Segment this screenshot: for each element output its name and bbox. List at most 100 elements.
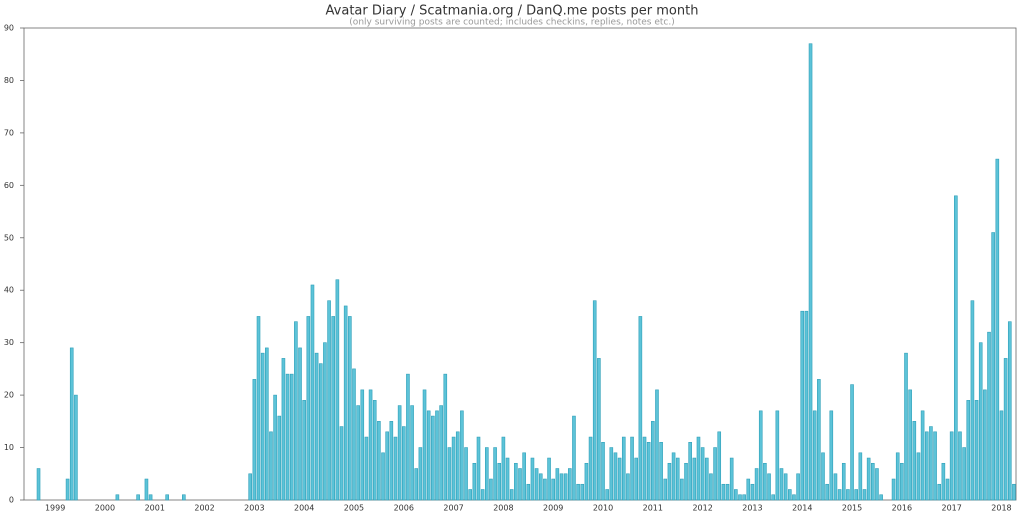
bar <box>841 462 846 501</box>
bar <box>601 442 605 501</box>
bar <box>318 363 323 501</box>
bar <box>742 494 746 501</box>
x-tick-label: 2014 <box>792 504 812 513</box>
bar <box>634 457 639 501</box>
bar <box>331 316 336 501</box>
bar <box>592 300 597 501</box>
bar <box>389 421 394 501</box>
bar <box>572 415 576 501</box>
bar <box>792 494 796 501</box>
x-tick-label: 2015 <box>842 504 862 513</box>
bar <box>617 457 622 501</box>
bar <box>514 462 518 501</box>
bar <box>908 389 912 501</box>
y-tick-label: 60 <box>4 181 14 190</box>
bar <box>476 436 481 501</box>
bar <box>256 316 261 501</box>
bar <box>966 400 971 501</box>
y-tick-label: 40 <box>4 286 14 295</box>
bar <box>920 410 925 501</box>
bar <box>767 473 771 501</box>
bar <box>597 358 601 501</box>
bar <box>817 379 821 501</box>
bar <box>746 478 751 501</box>
bar <box>518 468 522 501</box>
bar <box>265 347 269 501</box>
bar <box>497 462 502 501</box>
y-tick-label: 70 <box>4 128 14 137</box>
bar <box>393 436 398 501</box>
bar <box>846 489 850 501</box>
bar <box>360 389 365 501</box>
bar <box>837 489 842 501</box>
bar <box>696 436 701 501</box>
bar <box>1003 358 1008 501</box>
bar <box>812 410 817 501</box>
bar <box>343 305 348 501</box>
y-tick-label: 90 <box>4 24 14 33</box>
bar <box>323 342 327 501</box>
bar <box>69 347 74 501</box>
bar <box>422 389 427 501</box>
bar <box>468 489 472 501</box>
bar <box>414 468 419 501</box>
bar <box>443 373 448 501</box>
bar <box>671 452 676 501</box>
bar <box>426 410 431 501</box>
bar <box>522 452 526 501</box>
bar <box>368 389 373 501</box>
bar <box>252 379 257 501</box>
bar <box>858 452 863 501</box>
bar <box>667 462 672 501</box>
bar <box>779 468 784 501</box>
bar <box>879 494 883 501</box>
bar <box>771 494 775 501</box>
x-tick-label: 1999 <box>45 504 65 513</box>
bar <box>721 483 726 501</box>
bar <box>509 489 514 501</box>
bar <box>401 426 406 501</box>
bar <box>978 342 983 501</box>
bar <box>584 462 589 501</box>
bar <box>148 494 153 501</box>
bar <box>559 473 564 501</box>
bar <box>987 331 991 501</box>
x-tick-label: 2004 <box>294 504 314 513</box>
bar <box>700 447 705 501</box>
bar <box>692 457 697 501</box>
bar <box>916 452 921 501</box>
bar <box>958 431 962 501</box>
bar <box>912 421 917 501</box>
bar <box>348 316 352 501</box>
bar <box>501 436 506 501</box>
bar <box>613 452 618 501</box>
bar <box>621 436 626 501</box>
bar <box>734 489 738 501</box>
bar <box>298 347 302 501</box>
x-tick-label: 2011 <box>643 504 663 513</box>
bar <box>900 462 904 501</box>
bar <box>704 457 709 501</box>
bar <box>891 478 896 501</box>
bar <box>895 452 900 501</box>
bar <box>937 483 942 501</box>
bar <box>306 316 311 501</box>
bar <box>750 483 755 501</box>
x-tick-label: 2002 <box>194 504 214 513</box>
bar <box>804 310 809 501</box>
bar <box>738 494 742 501</box>
plot-frame <box>23 27 1017 501</box>
bar <box>866 457 871 501</box>
bar <box>945 478 950 501</box>
bar <box>480 489 485 501</box>
bar <box>165 494 169 501</box>
bar <box>862 489 867 501</box>
bar <box>538 473 543 501</box>
x-tick-label: 2001 <box>145 504 165 513</box>
bar <box>659 442 663 501</box>
bar <box>924 431 929 501</box>
bar <box>821 452 825 501</box>
bar <box>962 447 966 501</box>
